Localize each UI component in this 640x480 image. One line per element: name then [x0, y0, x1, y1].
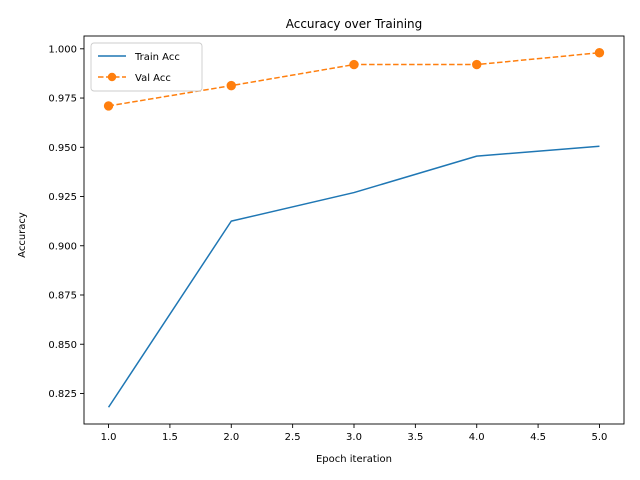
y-tick-label: 0.875: [48, 291, 77, 302]
y-tick-label: 0.925: [48, 192, 77, 203]
legend-label-1: Train Acc: [134, 52, 180, 63]
legend-marker: [107, 72, 117, 82]
y-tick-label: 0.975: [48, 94, 77, 105]
y-tick-label: 0.950: [48, 143, 77, 154]
x-tick-label: 5.0: [592, 432, 608, 443]
legend: Train Acc Val Acc: [90, 42, 203, 92]
legend-label-2: Val Acc: [135, 73, 171, 84]
y-tick-label: 0.900: [48, 241, 77, 252]
x-tick-label: 2.0: [223, 432, 239, 443]
x-tick-label: 4.5: [530, 432, 546, 443]
data-point: [472, 59, 482, 70]
x-tick-label: 3.5: [407, 432, 423, 443]
x-tick-label: 2.5: [285, 432, 301, 443]
series-line-1: [107, 145, 600, 408]
x-tick-label: 3.0: [346, 432, 362, 443]
y-axis-label: Accuracy: [17, 212, 28, 258]
chart-title: Accuracy over Training: [286, 17, 423, 31]
x-axis-label: Epoch iteration: [316, 454, 392, 465]
y-tick-label: 0.850: [48, 340, 77, 351]
data-point: [103, 101, 114, 111]
y-tick-label: 1.000: [48, 44, 77, 55]
data-point: [349, 59, 359, 70]
y-tick-label: 0.825: [48, 389, 77, 400]
x-tick-label: 4.0: [469, 432, 485, 443]
data-point: [226, 80, 236, 91]
data-point: [594, 48, 605, 58]
plot-frame: [83, 35, 625, 425]
x-tick-label: 1.5: [162, 432, 178, 443]
plot-area: [103, 48, 605, 408]
axes: 1.0 1.5 2.0 2.5 3.0 3.5 4.0 4.5 5.0 0.825 0.850 0.8…: [48, 35, 625, 443]
x-tick-label: 1.0: [101, 432, 117, 443]
legend-box: [90, 42, 203, 92]
